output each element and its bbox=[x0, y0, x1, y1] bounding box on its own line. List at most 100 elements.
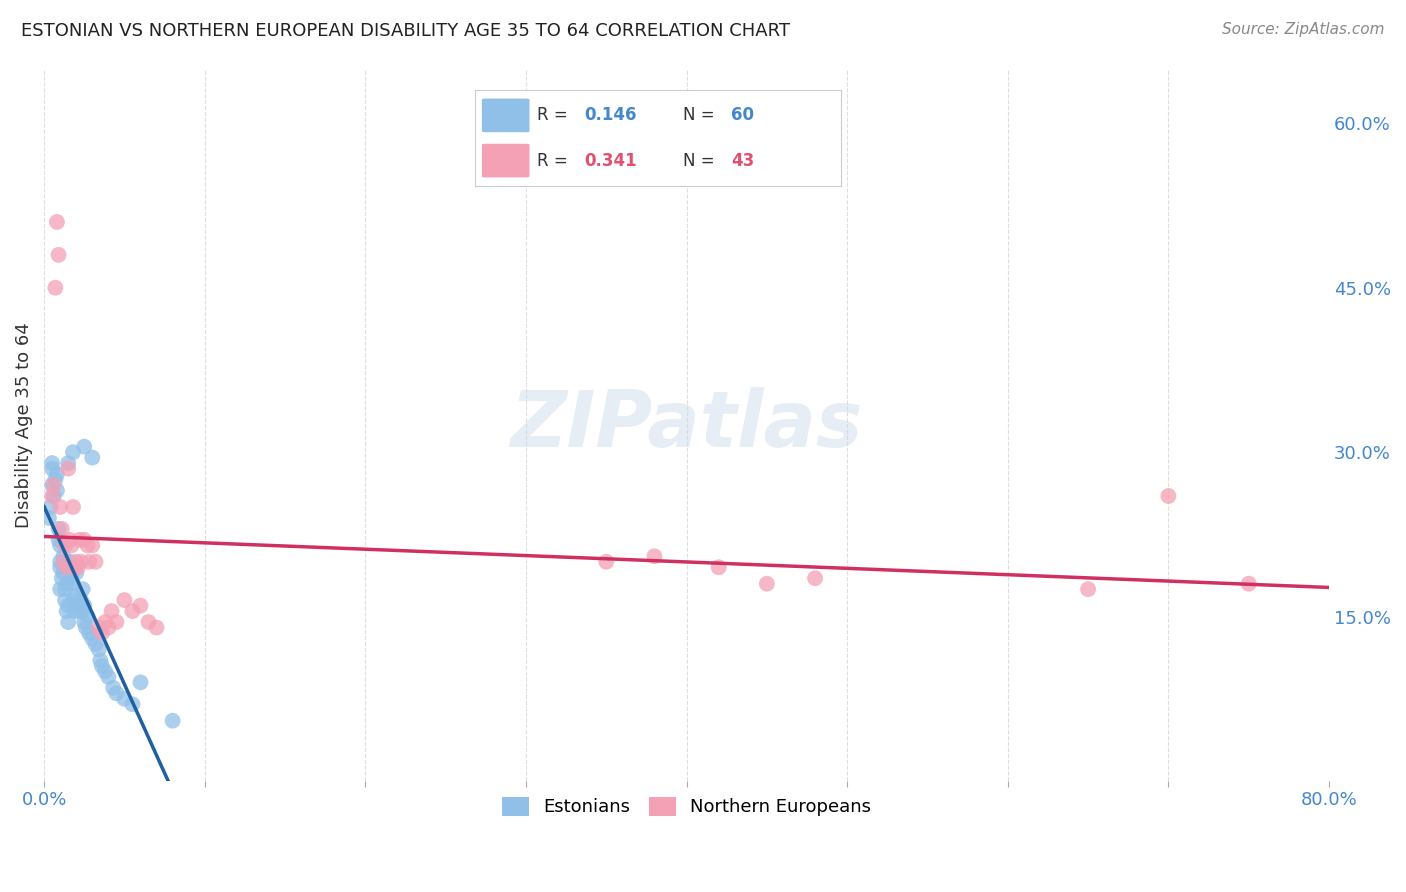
Point bbox=[42, 489, 65, 503]
Point bbox=[105, 615, 128, 629]
Point bbox=[77, 555, 100, 569]
Point bbox=[59, 560, 82, 574]
Point bbox=[51, 522, 73, 536]
Point bbox=[1077, 582, 1099, 597]
Point bbox=[77, 626, 100, 640]
Point bbox=[62, 593, 84, 607]
Point bbox=[52, 555, 75, 569]
Point bbox=[73, 440, 96, 454]
Text: ZIPatlas: ZIPatlas bbox=[510, 387, 863, 463]
Point bbox=[76, 538, 98, 552]
Point bbox=[84, 555, 107, 569]
Point bbox=[46, 483, 69, 498]
Point bbox=[41, 478, 63, 492]
Point bbox=[84, 637, 107, 651]
Point bbox=[58, 456, 80, 470]
Point bbox=[112, 593, 135, 607]
Point bbox=[94, 615, 117, 629]
Point bbox=[145, 621, 167, 635]
Point bbox=[51, 571, 73, 585]
Point bbox=[63, 560, 86, 574]
Point bbox=[55, 576, 77, 591]
Point bbox=[65, 588, 87, 602]
Point bbox=[73, 533, 96, 547]
Point bbox=[707, 560, 730, 574]
Point bbox=[1237, 576, 1260, 591]
Point bbox=[112, 691, 135, 706]
Point bbox=[52, 549, 75, 564]
Point bbox=[70, 555, 93, 569]
Point bbox=[121, 604, 143, 618]
Point bbox=[63, 604, 86, 618]
Point bbox=[121, 698, 143, 712]
Y-axis label: Disability Age 35 to 64: Disability Age 35 to 64 bbox=[15, 322, 32, 528]
Point bbox=[62, 445, 84, 459]
Point bbox=[73, 599, 96, 613]
Point bbox=[66, 599, 89, 613]
Point bbox=[60, 571, 83, 585]
Point bbox=[39, 500, 62, 514]
Point bbox=[46, 467, 69, 481]
Point bbox=[129, 599, 152, 613]
Point bbox=[90, 626, 112, 640]
Point bbox=[41, 461, 63, 475]
Point bbox=[48, 522, 70, 536]
Point bbox=[70, 593, 93, 607]
Point bbox=[804, 571, 827, 585]
Point bbox=[58, 461, 80, 475]
Point bbox=[49, 560, 72, 574]
Point bbox=[53, 593, 76, 607]
Point bbox=[69, 533, 91, 547]
Point bbox=[49, 555, 72, 569]
Point bbox=[62, 576, 84, 591]
Point bbox=[72, 604, 94, 618]
Point bbox=[89, 653, 111, 667]
Point bbox=[62, 500, 84, 514]
Point bbox=[97, 621, 120, 635]
Point bbox=[87, 621, 110, 635]
Point bbox=[100, 604, 122, 618]
Point bbox=[755, 576, 778, 591]
Text: ESTONIAN VS NORTHERN EUROPEAN DISABILITY AGE 35 TO 64 CORRELATION CHART: ESTONIAN VS NORTHERN EUROPEAN DISABILITY… bbox=[21, 22, 790, 40]
Point bbox=[38, 511, 60, 525]
Point bbox=[82, 632, 104, 646]
Point bbox=[1157, 489, 1180, 503]
Point bbox=[52, 566, 75, 580]
Point bbox=[69, 604, 91, 618]
Point bbox=[97, 670, 120, 684]
Text: Source: ZipAtlas.com: Source: ZipAtlas.com bbox=[1222, 22, 1385, 37]
Point bbox=[105, 686, 128, 700]
Point bbox=[48, 248, 70, 262]
Point bbox=[72, 582, 94, 597]
Point bbox=[162, 714, 184, 728]
Point bbox=[94, 665, 117, 679]
Point bbox=[73, 615, 96, 629]
Point bbox=[101, 681, 124, 695]
Point bbox=[58, 615, 80, 629]
Point bbox=[65, 555, 87, 569]
Point bbox=[53, 538, 76, 552]
Point bbox=[90, 659, 112, 673]
Point bbox=[82, 450, 104, 465]
Point bbox=[82, 538, 104, 552]
Point bbox=[49, 500, 72, 514]
Point bbox=[76, 609, 98, 624]
Point bbox=[49, 538, 72, 552]
Point bbox=[42, 478, 65, 492]
Point bbox=[41, 456, 63, 470]
Point bbox=[44, 473, 66, 487]
Point bbox=[55, 560, 77, 574]
Point bbox=[643, 549, 665, 564]
Point bbox=[46, 215, 69, 229]
Point bbox=[129, 675, 152, 690]
Point bbox=[48, 533, 70, 547]
Point bbox=[59, 533, 82, 547]
Point bbox=[65, 566, 87, 580]
Point bbox=[60, 538, 83, 552]
Point bbox=[44, 281, 66, 295]
Point bbox=[55, 604, 77, 618]
Point bbox=[138, 615, 160, 629]
Point bbox=[87, 642, 110, 657]
Point bbox=[66, 560, 89, 574]
Point bbox=[41, 489, 63, 503]
